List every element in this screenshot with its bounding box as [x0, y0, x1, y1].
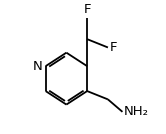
Text: F: F — [83, 3, 91, 16]
Text: NH₂: NH₂ — [124, 105, 149, 118]
Text: N: N — [32, 60, 42, 73]
Text: F: F — [110, 41, 118, 54]
